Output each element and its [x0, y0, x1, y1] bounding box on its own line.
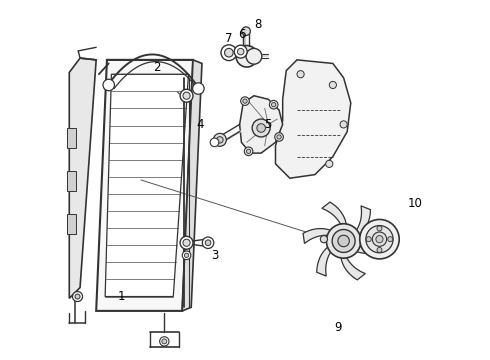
Circle shape: [246, 48, 262, 64]
Circle shape: [214, 134, 226, 146]
Circle shape: [326, 224, 361, 258]
Circle shape: [180, 236, 193, 249]
Text: 8: 8: [254, 18, 261, 31]
Circle shape: [372, 232, 387, 246]
Circle shape: [275, 133, 283, 141]
Circle shape: [75, 294, 80, 299]
Polygon shape: [322, 202, 347, 230]
Circle shape: [221, 45, 237, 60]
Circle shape: [257, 124, 266, 132]
Circle shape: [246, 149, 251, 153]
Polygon shape: [317, 244, 334, 276]
Polygon shape: [69, 58, 96, 298]
Circle shape: [103, 79, 115, 91]
Circle shape: [236, 45, 258, 67]
Circle shape: [320, 235, 327, 243]
Circle shape: [182, 251, 191, 260]
Circle shape: [180, 89, 193, 102]
Circle shape: [388, 237, 393, 242]
Circle shape: [376, 235, 383, 243]
Circle shape: [245, 147, 253, 156]
Bar: [68, 171, 76, 191]
Circle shape: [366, 237, 371, 242]
Text: 4: 4: [196, 118, 204, 131]
Polygon shape: [96, 60, 193, 311]
Circle shape: [205, 240, 211, 246]
Circle shape: [224, 48, 233, 57]
Text: 3: 3: [211, 249, 218, 262]
Circle shape: [338, 235, 349, 247]
Circle shape: [326, 160, 333, 167]
Polygon shape: [341, 252, 366, 280]
Text: 1: 1: [118, 290, 125, 303]
Circle shape: [271, 103, 276, 107]
Circle shape: [183, 92, 190, 99]
Polygon shape: [352, 238, 384, 253]
Circle shape: [332, 229, 355, 252]
Bar: [68, 128, 76, 148]
Text: 2: 2: [153, 60, 161, 73]
Circle shape: [366, 226, 393, 253]
Circle shape: [238, 48, 244, 55]
Circle shape: [377, 247, 382, 252]
Circle shape: [377, 226, 382, 231]
Circle shape: [73, 292, 82, 302]
Circle shape: [329, 81, 337, 89]
Circle shape: [340, 121, 347, 128]
Circle shape: [210, 138, 219, 147]
Polygon shape: [275, 60, 351, 178]
Text: 6: 6: [238, 28, 245, 41]
Text: 7: 7: [225, 32, 233, 45]
Circle shape: [217, 136, 223, 143]
Bar: [68, 214, 76, 234]
Polygon shape: [303, 229, 335, 243]
Circle shape: [297, 71, 304, 78]
Text: 9: 9: [335, 320, 342, 333]
Circle shape: [242, 27, 250, 36]
Circle shape: [183, 239, 190, 246]
Circle shape: [270, 100, 278, 109]
Circle shape: [193, 83, 204, 94]
Polygon shape: [105, 74, 189, 297]
Circle shape: [360, 220, 399, 259]
Polygon shape: [182, 60, 202, 311]
Circle shape: [252, 119, 270, 137]
Circle shape: [184, 253, 189, 257]
Polygon shape: [353, 206, 370, 238]
Circle shape: [162, 339, 167, 344]
Circle shape: [243, 99, 247, 103]
Circle shape: [241, 97, 249, 105]
Text: 5: 5: [265, 118, 272, 131]
Circle shape: [202, 237, 214, 248]
Circle shape: [277, 135, 281, 139]
Circle shape: [234, 45, 247, 58]
Circle shape: [160, 337, 169, 346]
Polygon shape: [240, 96, 283, 153]
Text: 10: 10: [408, 197, 423, 210]
